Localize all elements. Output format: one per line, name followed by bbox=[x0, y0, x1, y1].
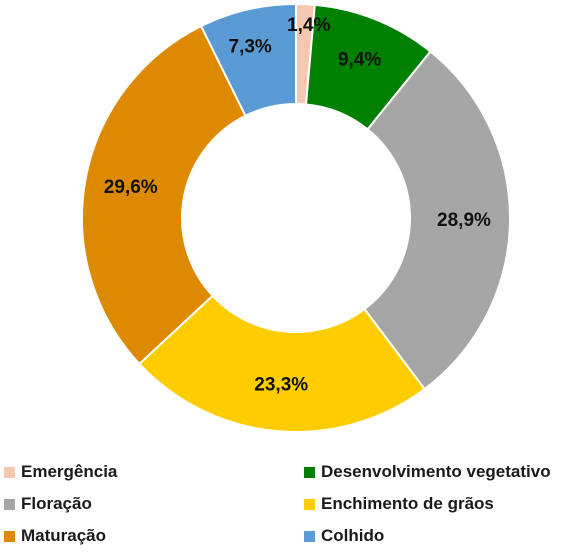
slice-label-1: 9,4% bbox=[338, 49, 381, 70]
legend: Emergência Desenvolvimento vegetativo Fl… bbox=[0, 452, 583, 552]
legend-item-desenvolvimento-vegetativo: Desenvolvimento vegetativo bbox=[304, 460, 551, 484]
slice-label-5: 7,3% bbox=[229, 37, 272, 58]
donut-chart: 1,4% 9,4% 28,9% 23,3% 29,6% 7,3% bbox=[81, 2, 511, 433]
slice-label-0: 1,4% bbox=[287, 15, 330, 36]
slice-label-4: 29,6% bbox=[104, 177, 158, 198]
slice-2 bbox=[363, 50, 511, 391]
legend-label-colhido: Colhido bbox=[321, 526, 385, 545]
legend-label-emergencia: Emergência bbox=[21, 462, 118, 481]
legend-item-enchimento-de-graos: Enchimento de grãos bbox=[304, 492, 494, 516]
legend-item-floracao: Floração bbox=[4, 492, 92, 516]
legend-label-maturacao: Maturação bbox=[21, 526, 107, 545]
legend-swatch-floracao bbox=[4, 498, 15, 510]
legend-swatch-maturacao bbox=[4, 530, 15, 542]
slice-label-3: 23,3% bbox=[254, 374, 308, 395]
legend-item-maturacao: Maturação bbox=[4, 524, 106, 548]
legend-swatch-enchimento-de-graos bbox=[304, 498, 315, 510]
legend-label-desenvolvimento-vegetativo: Desenvolvimento vegetativo bbox=[321, 462, 551, 481]
legend-item-colhido: Colhido bbox=[304, 524, 384, 548]
slice-label-2: 28,9% bbox=[437, 210, 491, 231]
legend-label-floracao: Floração bbox=[21, 494, 92, 513]
legend-item-emergencia: Emergência bbox=[4, 460, 117, 484]
legend-swatch-emergencia bbox=[4, 466, 15, 478]
slice-4 bbox=[81, 24, 247, 366]
legend-label-enchimento-de-graos: Enchimento de grãos bbox=[321, 494, 494, 513]
slice-5 bbox=[199, 2, 297, 118]
legend-swatch-colhido bbox=[304, 530, 315, 542]
slice-3 bbox=[138, 294, 427, 433]
legend-swatch-desenvolvimento-vegetativo bbox=[304, 466, 315, 478]
